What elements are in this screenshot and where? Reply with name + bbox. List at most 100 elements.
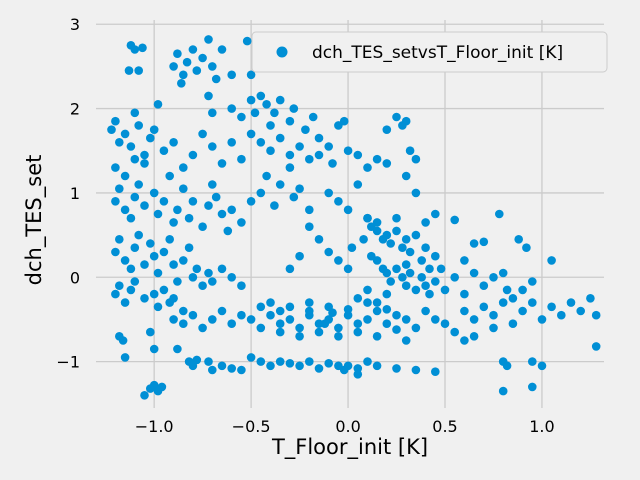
legend-label: dch_TES_setvsT_Floor_init [K] <box>312 43 563 63</box>
scatter-point <box>353 370 363 379</box>
scatter-point <box>266 121 275 130</box>
scatter-point <box>440 319 450 329</box>
scatter-point <box>421 243 430 252</box>
scatter-point <box>353 150 363 160</box>
scatter-point <box>192 66 202 75</box>
scatter-point <box>140 294 149 303</box>
scatter-point <box>275 319 285 329</box>
scatter-point <box>324 142 334 151</box>
scatter-point <box>359 235 368 244</box>
scatter-point <box>547 302 556 312</box>
scatter-point <box>382 289 392 299</box>
scatter-point <box>217 45 227 54</box>
scatter-point <box>149 289 159 299</box>
scatter-point <box>367 251 376 261</box>
scatter-point <box>314 327 324 337</box>
scatter-point <box>159 146 169 155</box>
scatter-point <box>314 235 324 244</box>
scatter-point <box>208 142 217 151</box>
scatter-point <box>111 163 120 172</box>
scatter-point <box>227 70 236 80</box>
scatter-point <box>256 91 266 101</box>
scatter-point <box>179 256 188 265</box>
scatter-point <box>495 209 504 219</box>
scatter-point <box>130 192 140 202</box>
scatter-point <box>324 188 334 198</box>
scatter-point <box>450 215 460 225</box>
scatter-point <box>204 357 213 366</box>
scatter-point <box>522 243 531 252</box>
scatter-point <box>256 138 266 147</box>
scatter-point <box>270 201 279 210</box>
scatter-point <box>134 66 143 75</box>
x-tick-labels: −1.0 −0.5 0.0 0.5 1.0 <box>135 417 555 436</box>
scatter-point <box>134 121 143 130</box>
scatter-point <box>285 315 295 324</box>
scatter-point <box>179 319 188 329</box>
scatter-point <box>436 264 446 274</box>
scatter-point <box>217 159 227 168</box>
scatter-point <box>382 230 392 240</box>
scatter-point <box>305 205 314 215</box>
scatter-point <box>237 365 246 375</box>
scatter-point <box>188 45 198 54</box>
scatter-point <box>179 184 188 193</box>
scatter-point <box>184 243 194 252</box>
scatter-point <box>188 150 198 160</box>
scatter-point <box>124 66 134 75</box>
scatter-point <box>305 154 314 164</box>
scatter-point <box>120 129 130 139</box>
scatter-point <box>246 315 256 324</box>
scatter-point <box>508 319 518 329</box>
scatter-point <box>153 209 163 219</box>
x-tick-label: 0.0 <box>335 417 360 436</box>
scatter-point <box>363 315 372 324</box>
scatter-point <box>479 302 489 312</box>
scatter-point <box>188 310 198 320</box>
scatter-point <box>153 268 163 278</box>
scatter-point <box>518 306 527 316</box>
scatter-point <box>576 306 585 316</box>
scatter-point <box>149 251 159 261</box>
scatter-point <box>431 209 440 219</box>
scatter-point <box>184 213 194 223</box>
scatter-point <box>314 150 324 160</box>
scatter-point <box>528 277 537 286</box>
scatter-point <box>353 294 363 303</box>
scatter-point <box>460 306 469 316</box>
scatter-point <box>192 355 202 365</box>
scatter-point <box>256 323 266 333</box>
scatter-point <box>169 315 178 324</box>
x-tick-label: 1.0 <box>529 417 554 436</box>
scatter-point <box>547 256 556 265</box>
scatter-point <box>250 108 260 118</box>
scatter-point <box>169 218 178 227</box>
scatter-point <box>275 95 285 105</box>
scatter-point <box>295 184 304 193</box>
scatter-point <box>363 285 372 295</box>
scatter-point <box>417 256 427 265</box>
scatter-point <box>266 298 275 307</box>
scatter-point <box>217 306 227 316</box>
scatter-point <box>295 361 304 371</box>
scatter-point <box>305 306 314 316</box>
scatter-point <box>411 365 421 375</box>
scatter-point <box>115 235 124 244</box>
scatter-point <box>566 298 576 307</box>
scatter-point <box>295 142 304 151</box>
scatter-point <box>411 285 421 295</box>
scatter-points <box>107 35 601 400</box>
scatter-point <box>146 239 155 248</box>
scatter-point <box>140 260 149 269</box>
scatter-point <box>285 116 295 126</box>
scatter-point <box>401 315 411 324</box>
scatter-point <box>242 36 252 46</box>
scatter-point <box>401 260 411 269</box>
scatter-point <box>275 357 285 366</box>
scatter-point <box>149 344 159 354</box>
scatter-point <box>372 361 382 371</box>
scatter-point <box>537 315 547 324</box>
y-tick-label: 0 <box>70 268 80 287</box>
scatter-point <box>211 192 221 202</box>
scatter-point <box>363 298 372 307</box>
